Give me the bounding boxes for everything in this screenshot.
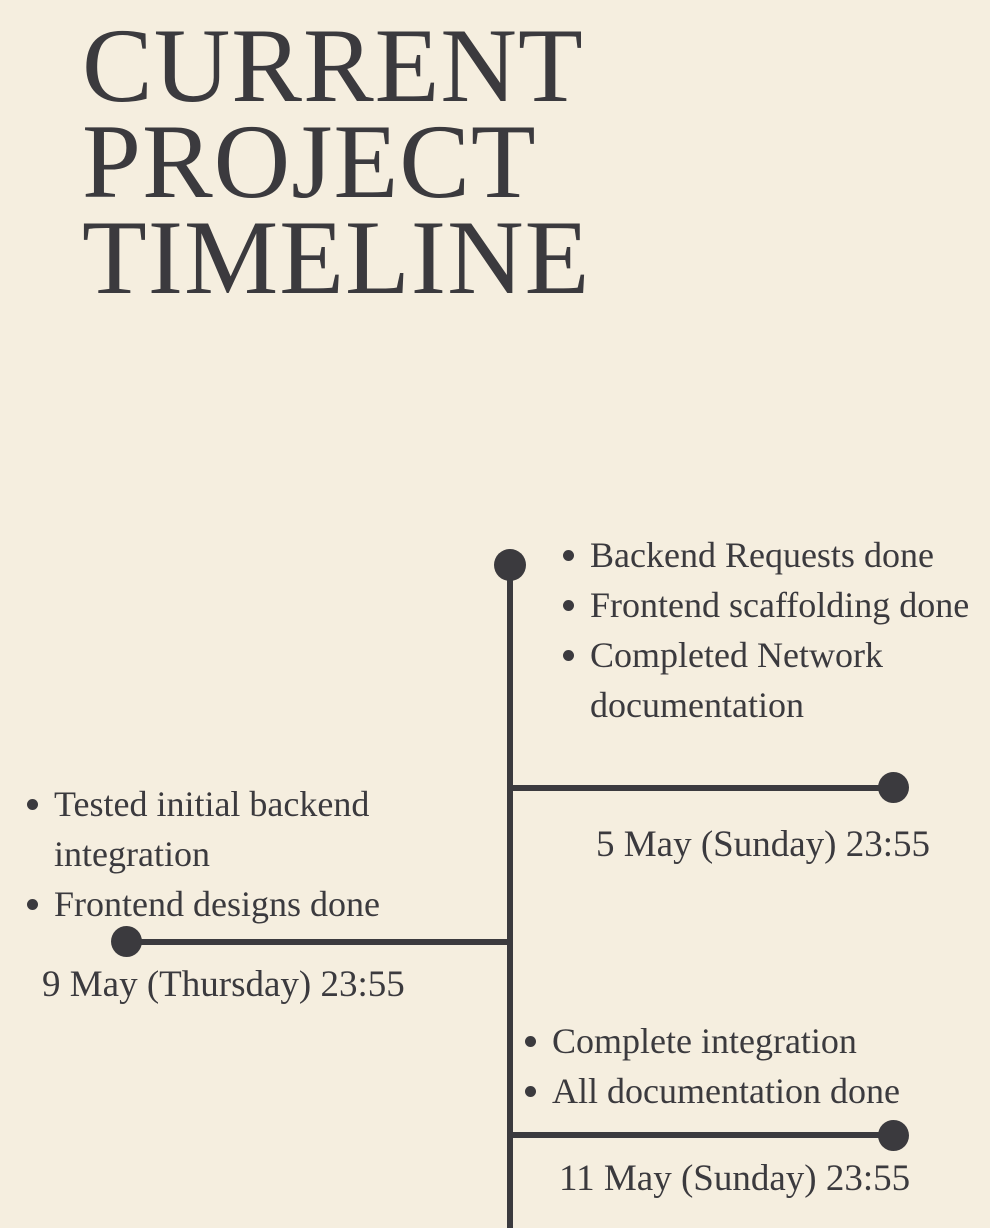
milestone-3-dot [878, 1120, 909, 1151]
timeline-spine [507, 565, 513, 1228]
list-item: Backend Requests done [560, 530, 980, 580]
milestone-2-connector [126, 939, 510, 945]
list-item: All documentation done [522, 1066, 982, 1116]
list-item: Tested initial backend integration [24, 779, 444, 879]
page-title: CURRENT PROJECT TIMELINE [82, 18, 590, 306]
title-line-1: CURRENT [82, 18, 590, 114]
list-item: Completed Network documentation [560, 630, 980, 730]
list-item: Complete integration [522, 1016, 982, 1066]
milestone-2-date: 9 May (Thursday) 23:55 [42, 963, 405, 1007]
title-line-2: PROJECT [82, 114, 590, 210]
timeline-start-dot [494, 549, 526, 581]
milestone-1-connector [510, 785, 894, 791]
milestone-1-dot [878, 772, 909, 803]
milestone-1-list: Backend Requests done Frontend scaffoldi… [560, 530, 980, 730]
milestone-2-dot [111, 926, 142, 957]
milestone-3-date: 11 May (Sunday) 23:55 [559, 1157, 910, 1201]
title-line-3: TIMELINE [82, 210, 590, 306]
list-item: Frontend scaffolding done [560, 580, 980, 630]
milestone-3-connector [510, 1132, 894, 1138]
milestone-1-date: 5 May (Sunday) 23:55 [596, 823, 930, 867]
milestone-3-list: Complete integration All documentation d… [522, 1016, 982, 1116]
list-item: Frontend designs done [24, 879, 444, 929]
milestone-2-list: Tested initial backend integration Front… [24, 779, 444, 929]
